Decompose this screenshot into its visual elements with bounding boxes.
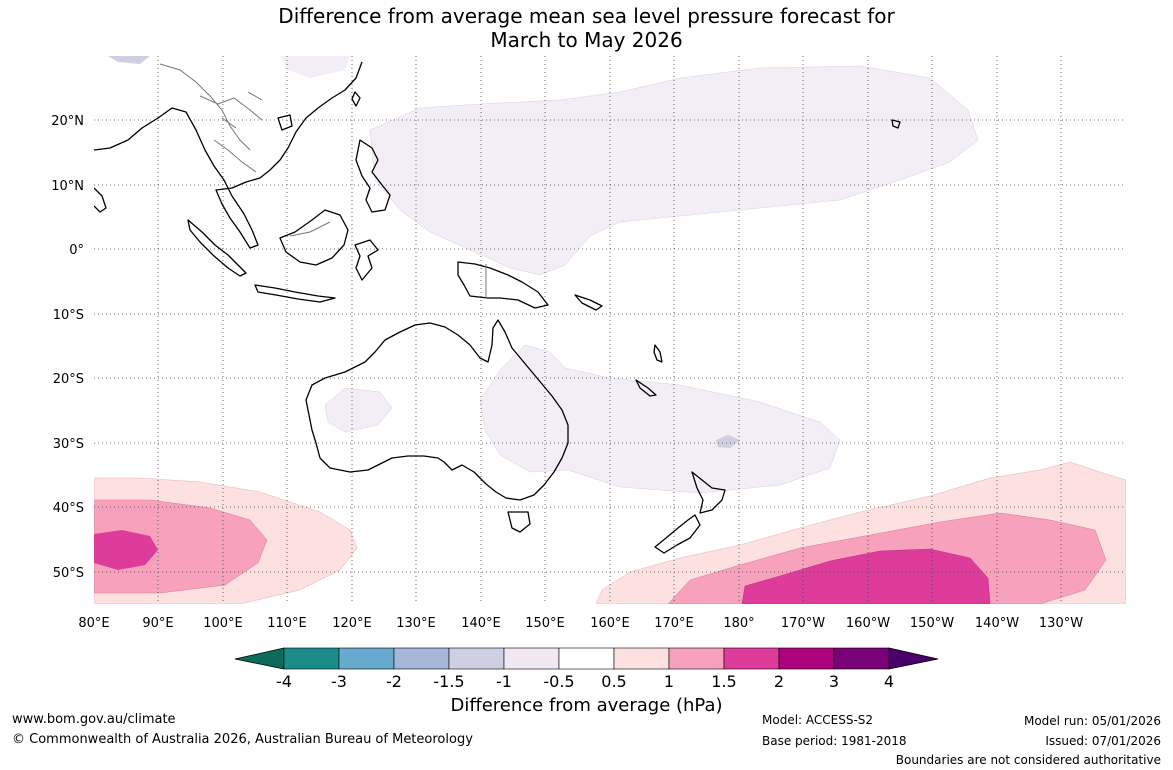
- new-guinea-coastline: [457, 261, 549, 309]
- lon-label: 90°E: [142, 616, 173, 631]
- lat-label: 10°N: [51, 179, 84, 194]
- lon-label: 130°W: [1039, 616, 1083, 631]
- lon-label: 160°E: [590, 616, 630, 631]
- lat-label: 20°S: [53, 372, 84, 387]
- philippines-coastline: [355, 139, 391, 213]
- lon-label: 160°W: [846, 616, 890, 631]
- lat-label: 40°S: [53, 501, 84, 516]
- contour-pos3-southwest: [94, 530, 158, 570]
- lon-label: 100°E: [203, 616, 243, 631]
- contour-pos3-southeast: [741, 548, 991, 604]
- lon-label: 80°E: [78, 616, 109, 631]
- contour-pos2-southwest: [94, 499, 268, 594]
- colorbar-tick-label: -3: [331, 672, 347, 691]
- colorbar-tick-label: 4: [884, 672, 894, 691]
- taiwan-coastline: [351, 91, 361, 107]
- colorbar-tick-label: 1: [664, 672, 674, 691]
- asia-mainland-coastline: [94, 61, 363, 249]
- lat-label: 20°N: [51, 114, 84, 129]
- lon-label: 150°E: [525, 616, 565, 631]
- chart-title: Difference from average mean sea level p…: [0, 4, 1173, 52]
- colorbar-tick-label: -1.5: [433, 672, 464, 691]
- lon-label: 110°E: [267, 616, 307, 631]
- lon-label: 170°W: [781, 616, 825, 631]
- lon-label: 170°E: [654, 616, 694, 631]
- colorbar-tick-label: 0.5: [601, 672, 626, 691]
- colorbar-swatch: [448, 647, 505, 670]
- java-coastline: [254, 284, 336, 303]
- hainan-coastline: [277, 114, 293, 131]
- tasmania-coastline: [507, 511, 531, 533]
- australia-coastline: [305, 319, 569, 501]
- model-text: Model: ACCESS-S2: [762, 713, 874, 727]
- new-zealand-north-coastline: [691, 471, 726, 514]
- lon-label: 180°: [723, 616, 754, 631]
- contour-neg-small-tasman: [716, 435, 740, 448]
- colorbar-swatch: [613, 647, 670, 670]
- contour-neg-china: [108, 56, 150, 64]
- contour-neg-north-pacific: [369, 65, 979, 276]
- base-period-text: Base period: 1981-2018: [762, 734, 907, 748]
- longitude-labels: 80°E 90°E 100°E 110°E 120°E 130°E 140°E …: [78, 616, 1083, 631]
- colorbar-swatch: [723, 647, 780, 670]
- mainland-asia-boundaries: [159, 63, 263, 173]
- sulawesi-coastline: [354, 239, 379, 281]
- issued-text: Issued: 07/01/2026: [1045, 734, 1161, 748]
- colorbar-tick-label: 3: [829, 672, 839, 691]
- disclaimer-text: Boundaries are not considered authoritat…: [895, 753, 1161, 767]
- lon-label: 150°W: [910, 616, 954, 631]
- lon-label: 120°E: [332, 616, 372, 631]
- contour-neg-coral-sea: [479, 344, 841, 494]
- model-run-text: Model run: 05/01/2026: [1023, 714, 1161, 728]
- lat-label: 30°S: [53, 437, 84, 452]
- title-line-1: Difference from average mean sea level p…: [278, 4, 895, 28]
- colorbar-swatch: [668, 647, 725, 670]
- colorbar-tick-label: -4: [276, 672, 292, 691]
- lon-label: 140°W: [975, 616, 1019, 631]
- website-text: www.bom.gov.au/climate: [12, 712, 176, 727]
- sumatra-coastline: [187, 219, 247, 277]
- colorbar-extend-low: [234, 647, 285, 670]
- colorbar-tick-label: -1: [496, 672, 512, 691]
- colorbar-swatch: [503, 647, 560, 670]
- colorbar-tick-label: 2: [774, 672, 784, 691]
- colorbar-swatch: [778, 647, 835, 670]
- borneo-coastline: [279, 209, 349, 266]
- colorbar-swatch: [338, 647, 395, 670]
- new-caledonia-coastline: [635, 379, 657, 397]
- colorbar-tick-label: -0.5: [543, 672, 574, 691]
- title-line-2: March to May 2026: [490, 28, 683, 52]
- latitude-labels: 20°N 10°N 0° 10°S 20°S 30°S 40°S 50°S: [51, 114, 84, 581]
- country-boundaries: [159, 63, 487, 298]
- contour-neg-japan-south: [280, 56, 350, 78]
- colorbar-swatch: [393, 647, 450, 670]
- lon-label: 140°E: [461, 616, 501, 631]
- coastlines: [94, 61, 901, 554]
- vanuatu-coastline: [653, 344, 663, 363]
- anomaly-contours: [94, 56, 1126, 604]
- colorbar-swatch: [283, 647, 340, 670]
- colorbar: -4 -3 -2 -1.5 -1 -0.5 0.5 1 1.5 2 3 4: [234, 647, 939, 691]
- colorbar-tick-label: 1.5: [711, 672, 736, 691]
- new-zealand-south-coastline: [654, 514, 701, 554]
- lat-label: 0°: [69, 243, 84, 258]
- india-coastline: [94, 187, 107, 213]
- colorbar-extend-high: [888, 647, 939, 670]
- solomon-islands-coastline: [574, 294, 603, 311]
- colorbar-swatch: [558, 647, 615, 670]
- lat-label: 50°S: [53, 566, 84, 581]
- borneo-border: [289, 221, 331, 237]
- lat-label: 10°S: [53, 308, 84, 323]
- map-area: [94, 56, 1126, 604]
- colorbar-label: Difference from average (hPa): [450, 695, 723, 716]
- hawaii-coastline: [891, 119, 901, 129]
- lon-label: 130°E: [396, 616, 436, 631]
- colorbar-swatch: [833, 647, 890, 670]
- graticule: [94, 56, 1126, 604]
- copyright-text: © Commonwealth of Australia 2026, Austra…: [12, 732, 473, 747]
- contour-neg-west-australia: [324, 387, 393, 433]
- colorbar-tick-label: -2: [386, 672, 402, 691]
